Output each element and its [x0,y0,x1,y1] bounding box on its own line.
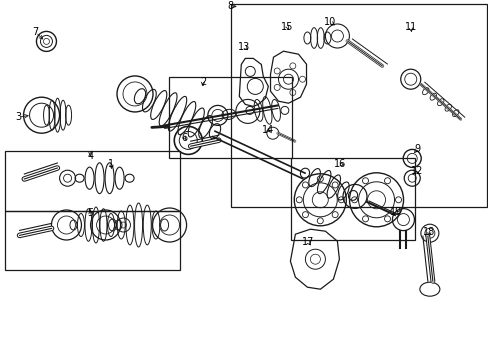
Text: 2: 2 [200,77,205,87]
Text: 8: 8 [227,1,233,11]
Bar [5,151,180,211]
Text: 14: 14 [261,125,274,135]
Text: 12: 12 [410,166,423,176]
Bar [230,4,486,207]
Text: 7: 7 [33,27,39,37]
Text: 9: 9 [413,144,419,154]
Text: 16: 16 [333,159,346,169]
Text: 5: 5 [87,208,93,218]
Bar [168,77,292,158]
Text: 13: 13 [238,42,250,52]
Text: 11: 11 [404,22,416,32]
Text: 15: 15 [281,22,293,32]
Text: 18: 18 [422,227,435,237]
Text: 17: 17 [301,237,314,247]
Text: 10: 10 [324,17,336,27]
Text: 6: 6 [181,132,187,143]
Text: 4: 4 [87,150,93,161]
Text: 19: 19 [389,207,402,217]
Bar [291,158,414,240]
Bar [5,211,180,270]
Text: 1: 1 [108,159,114,169]
Text: 3: 3 [16,112,21,122]
